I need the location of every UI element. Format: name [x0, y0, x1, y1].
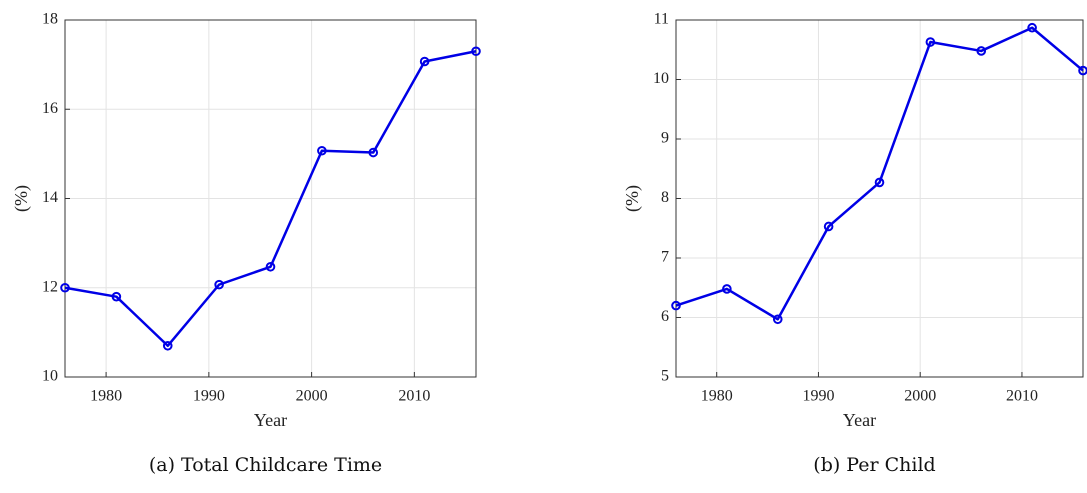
data-point — [471, 46, 481, 57]
plot-frame — [64, 19, 477, 378]
x-axis-label: Year — [254, 410, 287, 430]
y-tick-label: 10 — [42, 368, 58, 385]
data-point — [317, 145, 327, 156]
y-tick-label: 16 — [42, 100, 58, 117]
x-tick-label: 2000 — [296, 388, 328, 405]
x-axis-label: Year — [843, 410, 876, 430]
y-tick-label: 11 — [654, 11, 669, 28]
y-tick-label: 10 — [653, 70, 669, 87]
data-point — [214, 279, 224, 290]
y-tick-label: 6 — [661, 308, 669, 325]
data-point — [368, 147, 379, 158]
data-point — [60, 282, 70, 293]
plot-frame — [675, 19, 1084, 378]
y-axis-label: (%) — [11, 185, 32, 212]
x-tick-label: 1990 — [802, 388, 834, 405]
y-tick-label: 9 — [661, 130, 669, 147]
y-tick-label: 12 — [42, 278, 58, 295]
caption: (a) Total Childcare Time — [149, 454, 382, 476]
y-tick-label: 18 — [42, 11, 58, 28]
data-point — [265, 261, 276, 272]
x-tick-label: 1980 — [90, 388, 122, 405]
data-point — [976, 46, 987, 56]
data-point — [1027, 22, 1037, 33]
y-tick-label: 7 — [661, 249, 669, 266]
x-tick-label: 1990 — [193, 388, 225, 405]
y-tick-label: 14 — [42, 189, 58, 206]
data-point — [823, 221, 834, 232]
data-point — [162, 340, 173, 351]
x-tick-label: 2010 — [398, 388, 430, 405]
data-point — [925, 37, 936, 47]
y-tick-label: 5 — [661, 368, 669, 385]
data-line — [675, 26, 1084, 321]
data-line — [64, 50, 477, 348]
y-tick-label: 8 — [661, 189, 669, 206]
data-point — [671, 300, 681, 311]
x-tick-label: 1980 — [701, 388, 733, 405]
data-point — [722, 284, 732, 294]
data-point — [874, 177, 885, 188]
caption: (b) Per Child — [813, 454, 935, 476]
data-point — [111, 291, 122, 302]
y-axis-label: (%) — [622, 185, 643, 212]
x-tick-label: 2010 — [1006, 388, 1038, 405]
x-tick-label: 2000 — [904, 388, 936, 405]
data-point — [419, 56, 430, 67]
data-point — [772, 314, 783, 325]
